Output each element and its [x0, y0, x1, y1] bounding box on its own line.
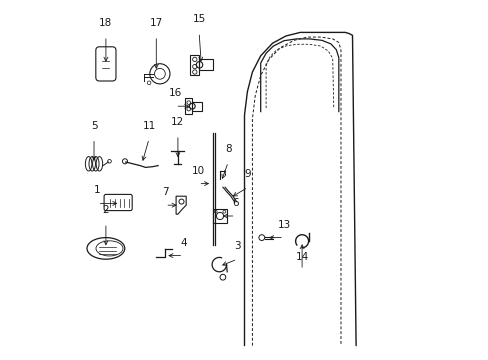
Text: 4: 4: [180, 238, 186, 248]
Text: 6: 6: [232, 198, 238, 208]
Text: 2: 2: [102, 205, 109, 215]
Text: 3: 3: [234, 241, 240, 251]
Text: 9: 9: [244, 169, 251, 179]
Text: 11: 11: [142, 121, 155, 131]
Text: 7: 7: [162, 187, 168, 197]
Text: 12: 12: [171, 117, 184, 127]
Text: 8: 8: [224, 144, 231, 154]
Text: 13: 13: [277, 220, 290, 230]
Text: 5: 5: [90, 121, 97, 131]
Text: 16: 16: [168, 88, 182, 98]
Text: 18: 18: [99, 18, 112, 28]
Text: 10: 10: [191, 166, 204, 176]
Text: 14: 14: [295, 252, 308, 262]
Text: 1: 1: [94, 185, 101, 195]
Text: 17: 17: [149, 18, 163, 28]
Text: 15: 15: [192, 14, 205, 24]
